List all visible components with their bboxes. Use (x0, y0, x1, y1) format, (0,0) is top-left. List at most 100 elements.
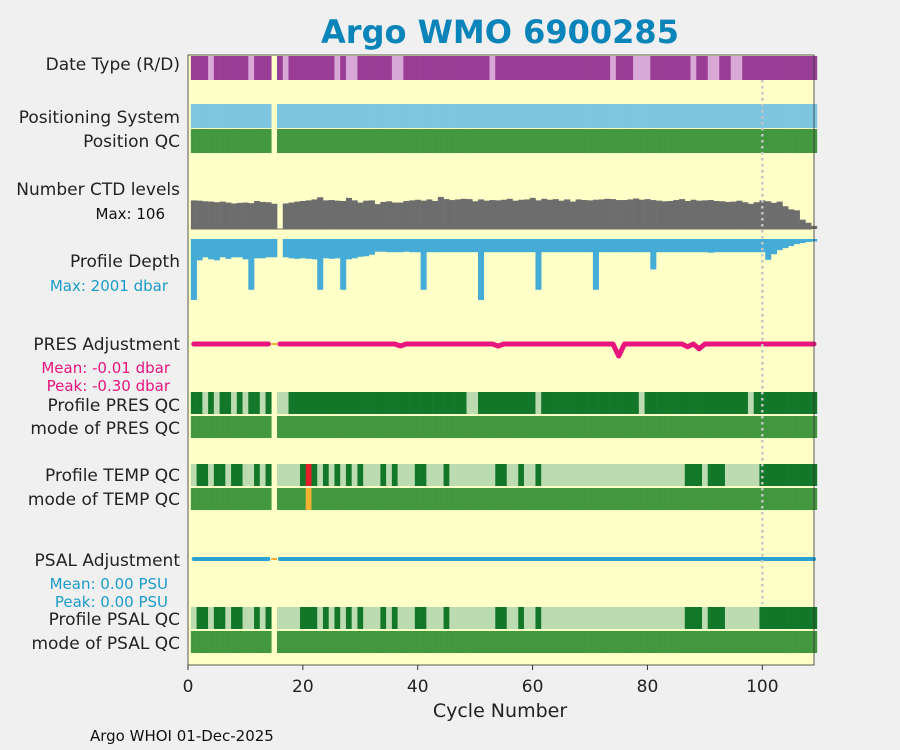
mode-psal-qc-cell-23 (317, 631, 324, 653)
profile-psal-qc-cell-45 (443, 607, 450, 629)
position-qc-cell-48 (460, 129, 467, 153)
positioning-system-cell-107 (799, 104, 806, 128)
ctd-max-label: Max: 106 (96, 205, 165, 223)
mode-temp-qc-cell-65 (558, 488, 565, 510)
profile-temp-qc-cell-49 (466, 464, 473, 486)
profile-pres-qc-cell-12 (254, 392, 261, 414)
mode-psal-qc-cell-108 (805, 631, 812, 653)
position-qc-cell-9 (236, 129, 243, 153)
date-type-cell-85 (673, 56, 680, 80)
mode-temp-qc-cell-44 (437, 488, 444, 510)
profile-pres-qc-cell-38 (403, 392, 410, 414)
mode-pres-qc-cell-29 (351, 416, 358, 438)
profile-psal-qc-cell-48 (460, 607, 467, 629)
mode-temp-qc-cell-103 (776, 488, 783, 510)
profile-psal-qc-cell-22 (311, 607, 318, 629)
mode-temp-qc-cell-105 (788, 488, 795, 510)
mode-temp-qc-cell-99 (753, 488, 760, 510)
date-type-cell-32 (368, 56, 375, 80)
positioning-system-cell-51 (478, 104, 485, 128)
profile-pres-qc-cell-61 (535, 392, 542, 414)
profile-psal-qc-cell-43 (432, 607, 439, 629)
mode-temp-qc-cell-62 (541, 488, 548, 510)
date-type-cell-6 (219, 56, 226, 80)
mode-pres-qc-cell-6 (219, 416, 226, 438)
mode-temp-qc-cell-53 (489, 488, 496, 510)
depth-bar-101 (765, 239, 772, 260)
profile-psal-qc-cell-28 (345, 607, 352, 629)
depth-bar-46 (449, 239, 456, 253)
profile-psal-qc-cell-7 (225, 607, 232, 629)
profile-psal-qc-cell-33 (374, 607, 381, 629)
date-type-cell-74 (610, 56, 617, 80)
plot-frame (187, 54, 815, 666)
position-qc-cell-47 (455, 129, 462, 153)
profile-psal-qc-cell-49 (466, 607, 473, 629)
profile-pres-qc-cell-48 (460, 392, 467, 414)
profile-psal-qc-cell-104 (782, 607, 789, 629)
ctd-bar-38 (403, 200, 410, 229)
profile-psal-qc-cell-24 (322, 607, 329, 629)
mode-pres-qc-cell-38 (403, 416, 410, 438)
mode-pres-qc-cell-47 (455, 416, 462, 438)
profile-psal-qc-cell-103 (776, 607, 783, 629)
profile-pres-qc-cell-40 (414, 392, 421, 414)
date-type-cell-37 (397, 56, 404, 80)
plot-area (188, 55, 814, 665)
profile-pres-qc-cell-55 (501, 392, 508, 414)
date-type-cell-5 (213, 56, 220, 80)
mode-pres-qc-cell-82 (656, 416, 663, 438)
positioning-system-cell-23 (317, 104, 324, 128)
profile-temp-qc-cell-32 (368, 464, 375, 486)
positioning-system-cell-49 (466, 104, 473, 128)
profile-pres-qc-cell-32 (368, 392, 375, 414)
mode-pres-qc-cell-76 (621, 416, 628, 438)
ctd-bar-97 (742, 202, 749, 229)
profile-psal-qc-cell-57 (512, 607, 519, 629)
positioning-system-cell-3 (202, 104, 209, 128)
depth-bar-41 (420, 239, 427, 290)
positioning-system-cell-69 (581, 104, 588, 128)
date-type-cell-66 (564, 56, 571, 80)
date-type-cell-102 (770, 56, 777, 80)
positioning-system-cell-78 (633, 104, 640, 128)
position-qc-cell-5 (213, 129, 220, 153)
positioning-system-cell-18 (288, 104, 295, 128)
mode-pres-qc-cell-71 (592, 416, 599, 438)
profile-pres-qc-cell-89 (696, 392, 703, 414)
date-type-cell-50 (472, 56, 479, 80)
mode-pres-qc-cell-34 (380, 416, 387, 438)
depth-bar-70 (587, 239, 594, 253)
positioning-system-cell-63 (546, 104, 553, 128)
ctd-bar-43 (432, 200, 439, 229)
mode-pres-qc-cell-80 (644, 416, 651, 438)
mode-pres-qc-cell-70 (587, 416, 594, 438)
positioning-system-cell-85 (673, 104, 680, 128)
profile-pres-qc-cell-69 (581, 392, 588, 414)
positioning-system-cell-9 (236, 104, 243, 128)
depth-bar-21 (305, 239, 312, 259)
mode-temp-qc-cell-98 (747, 488, 754, 510)
positioning-system-cell-29 (351, 104, 358, 128)
mode-pres-qc-cell-27 (340, 416, 347, 438)
chart-marks (190, 56, 818, 653)
ctd-bar-35 (386, 201, 393, 229)
mode-psal-qc-cell-62 (541, 631, 548, 653)
profile-psal-qc-cell-17 (282, 607, 289, 629)
date-type-cell-60 (529, 56, 536, 80)
date-type-cell-100 (759, 56, 766, 80)
ctd-bar-6 (219, 201, 226, 229)
mode-psal-qc-cell-6 (219, 631, 226, 653)
profile-psal-qc-cell-1 (190, 607, 197, 629)
ctd-bar-105 (788, 209, 795, 229)
positioning-system-cell-1 (190, 104, 197, 128)
mode-temp-qc-cell-69 (581, 488, 588, 510)
positioning-system-cell-77 (627, 104, 634, 128)
ctd-bar-103 (776, 201, 783, 229)
position-qc-cell-43 (432, 129, 439, 153)
depth-bar-60 (529, 239, 536, 253)
position-qc-cell-35 (386, 129, 393, 153)
position-qc-cell-65 (558, 129, 565, 153)
mode-temp-qc-cell-83 (661, 488, 668, 510)
mode-temp-qc-cell-68 (575, 488, 582, 510)
